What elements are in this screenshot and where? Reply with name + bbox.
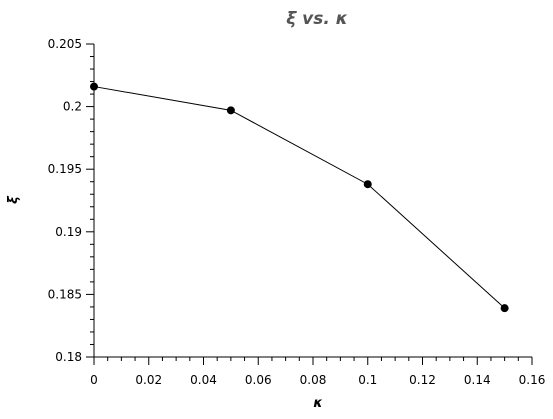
x-tick-label: 0.12 — [409, 373, 436, 387]
data-point — [363, 180, 372, 189]
series-layer — [90, 82, 509, 313]
x-tick-label: 0.08 — [300, 373, 327, 387]
data-point — [500, 304, 509, 313]
x-tick-label: 0.06 — [245, 373, 272, 387]
y-tick-label: 0.185 — [48, 287, 82, 301]
x-tick-label: 0.1 — [358, 373, 377, 387]
x-axis-ticks: 0 0.02 0.04 0.06 0.08 0.1 0.12 0.14 0.16 — [90, 357, 545, 387]
x-tick-label: 0 — [90, 373, 98, 387]
chart-title: ξ vs. κ — [286, 9, 348, 29]
data-point — [90, 82, 98, 91]
x-tick-label: 0.04 — [190, 373, 217, 387]
y-tick-label: 0.205 — [48, 37, 82, 51]
y-tick-label: 0.19 — [55, 225, 82, 239]
y-tick-label: 0.2 — [63, 100, 82, 114]
series-line — [93, 86, 505, 309]
y-tick-label: 0.195 — [48, 162, 82, 176]
y-axis-label: ξ — [6, 195, 21, 204]
y-axis-ticks: 0.18 0.185 0.19 0.195 0.2 0.205 — [48, 37, 94, 364]
x-tick-label: 0.02 — [135, 373, 162, 387]
x-axis-label: κ — [313, 396, 322, 411]
x-tick-label: 0.16 — [519, 373, 546, 387]
axes — [93, 44, 532, 358]
x-tick-label: 0.14 — [464, 373, 491, 387]
y-tick-label: 0.18 — [55, 350, 82, 364]
data-point — [226, 106, 235, 115]
